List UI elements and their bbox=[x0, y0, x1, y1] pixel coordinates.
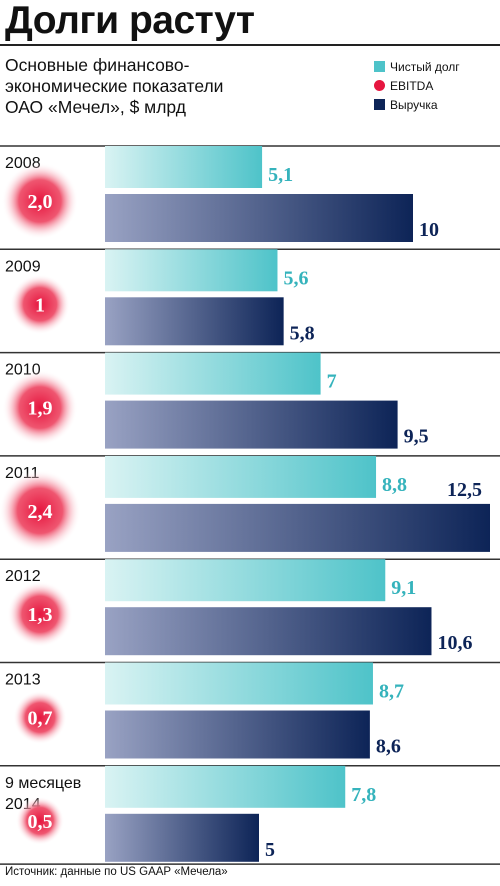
legend-label-ebitda: EBITDA bbox=[390, 78, 434, 93]
legend-item-ebitda: EBITDA bbox=[374, 77, 498, 94]
legend-label-revenue: Выручка bbox=[390, 97, 438, 112]
bar-net-debt bbox=[105, 352, 321, 395]
bar-revenue bbox=[105, 813, 259, 862]
label-revenue: 10,6 bbox=[437, 632, 472, 654]
label-ebitda: 1,9 bbox=[28, 398, 53, 420]
category-label: 9 месяцев bbox=[5, 775, 81, 792]
chart-subtitle: Основные финансово-экономические показат… bbox=[5, 55, 224, 117]
legend-item-revenue: Выручка bbox=[374, 96, 498, 113]
bar-net-debt bbox=[105, 146, 263, 188]
label-revenue: 8,6 bbox=[376, 736, 401, 758]
bar-net-debt bbox=[105, 455, 377, 498]
ebitda-bubble bbox=[7, 581, 73, 648]
label-net-debt: 5,1 bbox=[268, 164, 293, 186]
source-note: Источник: данные по US GAAP «Мечела» bbox=[5, 866, 228, 878]
ebitda-bubble bbox=[10, 274, 70, 335]
legend-swatch-debt bbox=[374, 61, 385, 72]
bar-revenue bbox=[105, 710, 370, 759]
label-ebitda: 1 bbox=[35, 294, 45, 316]
bar-revenue bbox=[105, 503, 490, 552]
label-ebitda: 0,7 bbox=[28, 708, 53, 730]
ebitda-bubble bbox=[0, 469, 81, 552]
legend-swatch-revenue bbox=[374, 99, 385, 110]
bar-net-debt bbox=[105, 765, 346, 808]
ebitda-bubble bbox=[15, 796, 65, 845]
label-net-debt: 8,7 bbox=[379, 681, 404, 703]
ebitda-bubble bbox=[13, 690, 67, 745]
chart-title: Долги растут bbox=[5, 0, 255, 42]
label-net-debt: 9,1 bbox=[391, 577, 416, 599]
bar-revenue bbox=[105, 607, 432, 656]
bar-net-debt bbox=[105, 559, 386, 602]
label-ebitda: 0,5 bbox=[28, 811, 53, 833]
label-net-debt: 7,8 bbox=[351, 784, 376, 806]
label-revenue: 5 bbox=[265, 839, 275, 861]
label-net-debt: 5,6 bbox=[283, 267, 308, 289]
bar-revenue bbox=[105, 400, 398, 449]
title-divider bbox=[0, 44, 500, 46]
ebitda-bubble bbox=[1, 162, 79, 240]
category-label: 2013 bbox=[5, 672, 41, 689]
bar-revenue bbox=[105, 297, 284, 346]
bar-revenue bbox=[105, 194, 413, 242]
label-net-debt: 8,8 bbox=[382, 474, 407, 496]
label-net-debt: 7 bbox=[327, 371, 337, 393]
legend-swatch-ebitda bbox=[374, 80, 385, 91]
legend-label-debt: Чистый долг bbox=[390, 59, 460, 74]
label-revenue: 5,8 bbox=[290, 322, 315, 344]
bar-net-debt bbox=[105, 662, 373, 705]
legend-item-debt: Чистый долг bbox=[374, 58, 498, 75]
bar-net-debt bbox=[105, 249, 278, 292]
label-revenue: 12,5 bbox=[447, 479, 482, 501]
label-revenue: 10 bbox=[419, 219, 439, 241]
label-ebitda: 1,3 bbox=[28, 604, 53, 626]
legend: Чистый долг EBITDA Выручка bbox=[374, 58, 498, 115]
ebitda-bubble bbox=[2, 370, 78, 446]
label-ebitda: 2,4 bbox=[28, 501, 53, 523]
label-ebitda: 2,0 bbox=[28, 191, 53, 213]
category-label: 2009 bbox=[5, 258, 41, 275]
category-label: 2012 bbox=[5, 568, 41, 585]
label-revenue: 9,5 bbox=[404, 426, 429, 448]
